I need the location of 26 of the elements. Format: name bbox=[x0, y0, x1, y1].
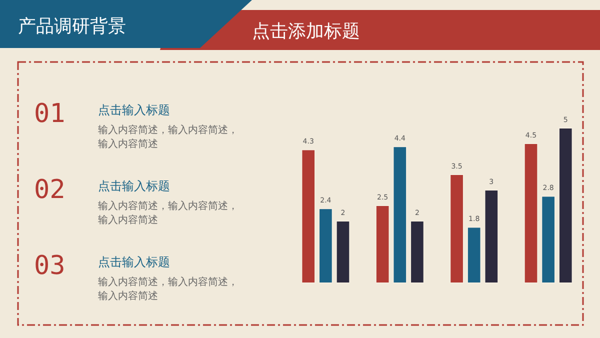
bar bbox=[336, 220, 350, 284]
text: 输入内容简述，输入内容简述， bbox=[98, 200, 238, 212]
text: 点击输入标题 bbox=[98, 103, 170, 117]
bar bbox=[466, 226, 482, 284]
bar bbox=[484, 190, 499, 284]
text: 产品调研背景 bbox=[18, 16, 126, 37]
text: 01 bbox=[34, 99, 66, 129]
text: 输入内容简述 bbox=[98, 290, 158, 302]
bar bbox=[410, 220, 424, 284]
bar bbox=[524, 143, 538, 284]
text: 点击输入标题 bbox=[98, 179, 170, 193]
text: 输入内容简述，输入内容简述， bbox=[98, 276, 238, 288]
bar bbox=[375, 205, 390, 284]
bar bbox=[301, 149, 316, 284]
text: 03 bbox=[34, 251, 66, 281]
bar bbox=[450, 174, 464, 284]
bar bbox=[541, 196, 556, 284]
chart-subtitle: 点击添加标题 bbox=[252, 21, 360, 42]
text: 输入内容简述 bbox=[98, 214, 158, 226]
bar bbox=[558, 128, 573, 284]
bar bbox=[318, 208, 333, 284]
text: 点击输入标题 bbox=[98, 255, 170, 269]
bar bbox=[392, 146, 408, 284]
text: 输入内容简述，输入内容简述， bbox=[98, 124, 238, 136]
text: 02 bbox=[34, 175, 66, 205]
text: 输入内容简述 bbox=[98, 138, 158, 150]
